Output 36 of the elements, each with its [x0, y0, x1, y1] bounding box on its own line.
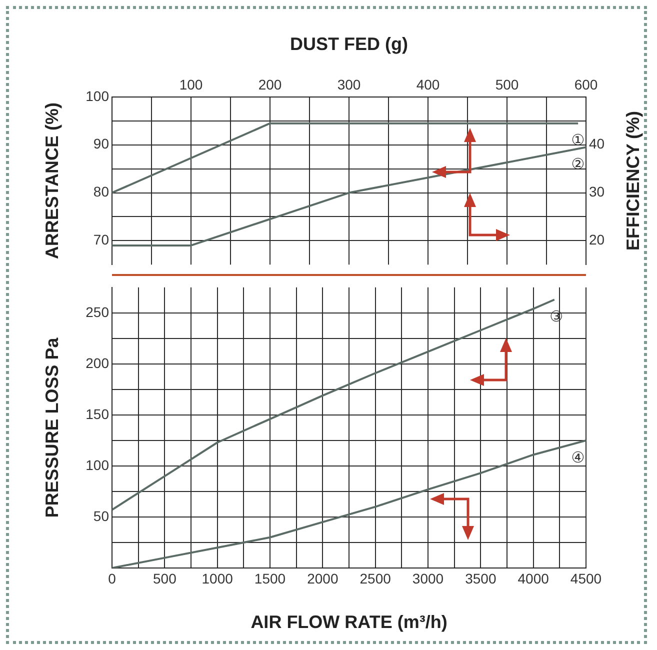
x-axis-title: AIR FLOW RATE (m³/h) — [250, 612, 448, 632]
y-axis-title: PRESSURE LOSS Pa — [42, 336, 62, 518]
y-tick-label: 100 — [86, 456, 110, 473]
y2-tick-label: 20 — [589, 232, 605, 248]
y2-tick-label: 30 — [589, 184, 605, 200]
x-tick-label: 300 — [337, 76, 361, 92]
x-tick-label: 2000 — [307, 570, 338, 586]
x-tick-label: 400 — [416, 76, 440, 92]
y-tick-label: 90 — [93, 136, 110, 152]
series-label: ④ — [571, 448, 585, 466]
x-tick-label: 3000 — [412, 570, 444, 586]
x-tick-label: 1500 — [254, 570, 286, 586]
x-tick-label: 600 — [574, 76, 598, 92]
x-tick-label: 4500 — [570, 570, 602, 586]
y-axis-title: ARRESTANCE (%) — [42, 102, 62, 260]
x-axis-title: DUST FED (g) — [290, 34, 408, 54]
x-tick-label: 0 — [108, 570, 116, 586]
y-tick-label: 250 — [86, 304, 110, 320]
series-label: ② — [571, 155, 585, 174]
x-tick-label: 2500 — [360, 570, 392, 586]
y2-tick-label: 40 — [589, 136, 605, 152]
x-tick-label: 200 — [258, 76, 282, 92]
x-tick-label: 3500 — [465, 570, 496, 586]
x-tick-label: 100 — [179, 76, 203, 92]
series-label: ① — [571, 131, 585, 150]
y2-axis-title: EFFICIENCY (%) — [622, 110, 643, 251]
x-tick-label: 500 — [495, 76, 519, 92]
x-tick-label: 4000 — [518, 570, 550, 586]
x-tick-label: 1000 — [202, 570, 234, 586]
y-tick-label: 200 — [86, 354, 110, 371]
y-tick-label: 150 — [86, 406, 110, 422]
y-tick-label: 80 — [93, 184, 110, 200]
y-tick-label: 50 — [93, 508, 110, 524]
y-tick-label: 100 — [86, 88, 110, 104]
x-tick-label: 500 — [152, 570, 177, 586]
y-tick-label: 70 — [93, 232, 110, 248]
